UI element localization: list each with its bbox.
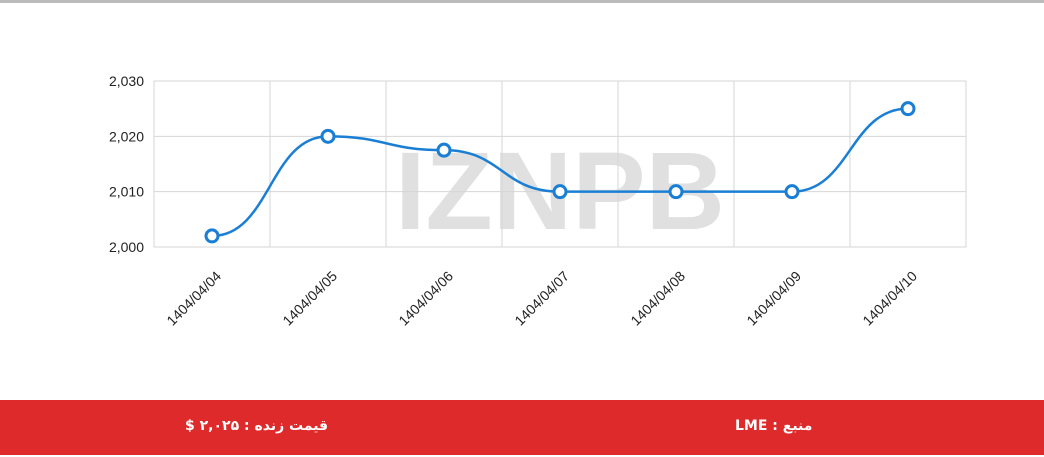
- x-tick-label: 1404/04/07: [511, 268, 572, 329]
- point: [668, 184, 684, 200]
- y-tick-label: 2,010: [109, 184, 144, 200]
- x-tick-label: 1404/04/06: [395, 268, 456, 329]
- x-tick-label: 1404/04/08: [627, 268, 688, 329]
- point: [320, 128, 336, 144]
- footer: قیمت زنده : ۲,۰۲۵ $ منبع : LME: [0, 400, 1044, 455]
- y-tick-label: 2,000: [109, 239, 144, 255]
- x-tick-label: 1404/04/10: [859, 268, 920, 329]
- point: [436, 142, 452, 158]
- point: [900, 101, 916, 117]
- top-border: [0, 0, 1044, 3]
- x-tick-label: 1404/04/09: [743, 268, 804, 329]
- y-tick-label: 2,020: [109, 128, 144, 144]
- x-tick-label: 1404/04/04: [163, 268, 224, 329]
- source: منبع : LME: [735, 418, 813, 434]
- live-price: قیمت زنده : ۲,۰۲۵ $: [185, 418, 329, 434]
- point: [204, 228, 220, 244]
- x-tick-label: 1404/04/05: [279, 268, 340, 329]
- point: [552, 184, 568, 200]
- y-tick-label: 2,030: [109, 73, 144, 89]
- point: [784, 184, 800, 200]
